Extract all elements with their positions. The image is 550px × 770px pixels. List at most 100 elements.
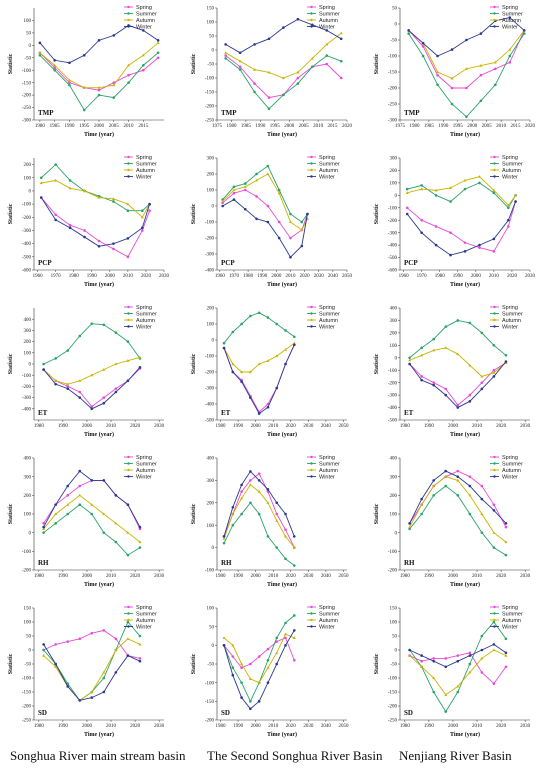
x-tick-label: 1970 — [417, 274, 428, 279]
legend-label-autumn: Autumn — [136, 618, 155, 624]
data-point-winter — [480, 648, 484, 652]
data-point-summer — [434, 194, 438, 197]
data-point-summer — [257, 512, 261, 516]
series-line-spring — [406, 201, 516, 252]
y-tick-label: -100 — [205, 569, 215, 574]
data-point-summer — [420, 512, 423, 516]
y-tick-label: -250 — [205, 119, 215, 124]
y-tick-label: -100 — [205, 355, 215, 360]
data-point-spring — [255, 195, 258, 198]
legend-label-autumn: Autumn — [319, 168, 338, 174]
y-tick-label: -50 — [390, 39, 397, 44]
data-point-winter — [468, 484, 472, 488]
legend-label-summer: Summer — [319, 161, 340, 167]
y-axis-title: Statistic — [374, 203, 380, 224]
data-point-summer — [126, 620, 130, 624]
y-tick-label: -100 — [205, 77, 215, 82]
y-tick-label: 400 — [390, 457, 398, 462]
data-point-summer — [292, 564, 296, 567]
data-point-autumn — [42, 654, 46, 657]
y-tick-label: -100 — [388, 369, 398, 374]
series-line-autumn — [39, 42, 159, 89]
y-tick-label: -500 — [205, 419, 215, 424]
variable-label: TMP — [404, 109, 420, 117]
data-point-spring — [480, 484, 484, 488]
y-tick-label: -200 — [22, 385, 32, 390]
data-point-summer — [53, 68, 56, 72]
data-point-autumn — [90, 373, 94, 377]
y-axis-title: Statistic — [374, 53, 380, 74]
x-tick-label: 1980 — [216, 574, 227, 579]
legend-label-winter: Winter — [136, 174, 152, 180]
y-tick-label: -100 — [205, 681, 215, 686]
x-tick-label: 2000 — [82, 574, 93, 579]
data-point-spring — [257, 655, 261, 658]
data-point-summer — [444, 325, 448, 328]
series-line-winter — [43, 367, 141, 410]
data-point-autumn — [54, 665, 58, 668]
data-point-spring — [257, 472, 261, 475]
y-tick-label: 200 — [207, 307, 215, 312]
data-point-summer — [492, 191, 496, 195]
data-point-summer — [114, 331, 118, 334]
series-line-autumn — [409, 476, 507, 543]
x-axis-title: Time (year) — [267, 581, 297, 588]
x-tick-label: 2030 — [303, 724, 314, 729]
legend-label-spring: Spring — [502, 5, 518, 11]
y-tick-label: 0 — [29, 190, 32, 195]
data-point-autumn — [408, 525, 412, 529]
data-point-autumn — [138, 540, 142, 544]
x-tick-label: 1995 — [270, 124, 281, 129]
data-point-autumn — [243, 185, 247, 188]
legend-label-spring: Spring — [502, 155, 518, 161]
x-tick-label: 2015 — [511, 124, 522, 129]
legend-label-summer: Summer — [319, 611, 340, 617]
data-point-spring — [138, 527, 142, 531]
y-tick-label: -100 — [388, 55, 398, 60]
data-point-summer — [456, 319, 460, 322]
data-point-summer — [141, 209, 144, 213]
data-point-summer — [444, 484, 448, 488]
data-point-autumn — [231, 643, 235, 647]
data-point-autumn — [114, 521, 118, 525]
y-tick-label: 300 — [24, 475, 32, 480]
data-point-winter — [249, 470, 252, 473]
y-tick-label: -150 — [388, 71, 398, 76]
x-tick-label: 2030 — [303, 574, 314, 579]
x-tick-label: 1975 — [212, 124, 223, 129]
data-point-winter — [480, 387, 484, 391]
x-tick-label: 2020 — [525, 124, 536, 129]
legend-label-spring: Spring — [136, 455, 152, 461]
data-point-autumn — [284, 632, 288, 636]
data-point-summer — [238, 68, 242, 71]
series-line-autumn — [41, 179, 150, 219]
legend-marker-spring — [493, 5, 496, 9]
legend-marker-spring — [310, 155, 313, 159]
y-tick-label: -100 — [388, 550, 398, 555]
variable-label: TMP — [38, 109, 54, 117]
data-point-autumn — [450, 76, 454, 80]
y-axis-title: Statistic — [374, 353, 380, 374]
legend-label-autumn: Autumn — [502, 618, 521, 624]
y-tick-label: 300 — [207, 157, 215, 162]
data-point-autumn — [66, 503, 70, 506]
data-point-autumn — [436, 70, 440, 74]
data-point-autumn — [444, 475, 448, 478]
data-point-autumn — [53, 63, 57, 67]
y-tick-label: -200 — [205, 719, 215, 724]
x-tick-label: 2000 — [105, 274, 116, 279]
legend-marker-winter — [127, 625, 130, 628]
legend-label-summer: Summer — [136, 461, 157, 467]
data-point-autumn — [90, 690, 94, 694]
y-tick-label: 0 — [395, 531, 398, 536]
data-point-autumn — [140, 215, 144, 219]
x-tick-label: 2020 — [507, 274, 518, 279]
data-point-spring — [504, 525, 508, 529]
x-tick-label: 1990 — [424, 574, 435, 579]
data-point-winter — [126, 237, 130, 240]
data-point-winter — [240, 380, 243, 383]
y-tick-label: -250 — [388, 103, 398, 108]
